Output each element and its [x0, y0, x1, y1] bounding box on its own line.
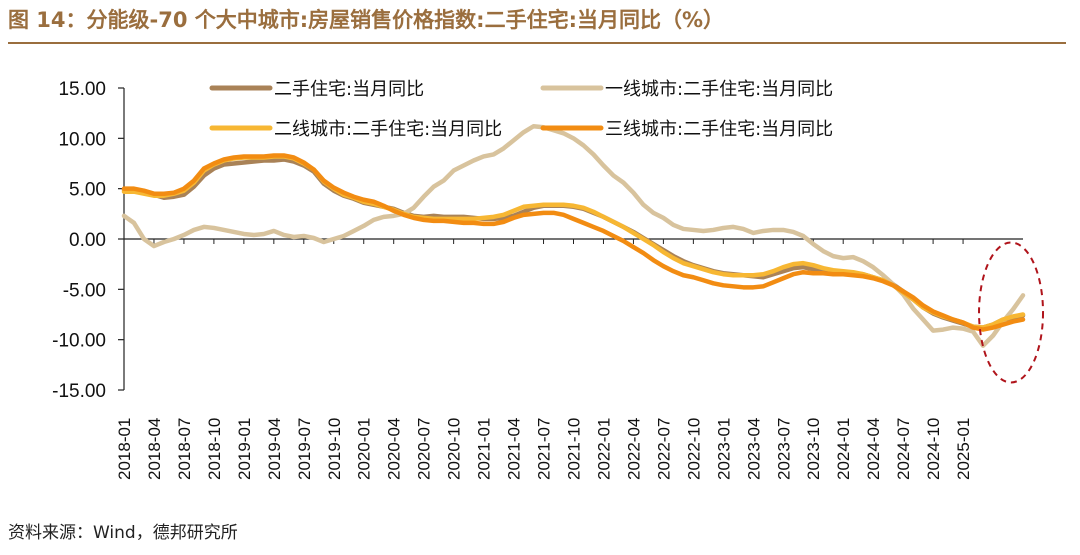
x-tick-label: 2024-10 — [924, 418, 943, 480]
x-tick-label: 2024-04 — [864, 418, 883, 480]
x-tick-label: 2019-07 — [295, 418, 314, 480]
x-tick-label: 2020-04 — [385, 418, 404, 480]
legend-label-3: 二线城市:二手住宅:当月同比 — [274, 119, 502, 140]
x-tick-label: 2024-07 — [894, 418, 913, 480]
series-line-4 — [121, 153, 1026, 332]
x-tick-label: 2022-01 — [594, 418, 613, 480]
x-tick-label: 2021-07 — [535, 418, 554, 480]
title-rule — [8, 42, 1066, 44]
x-tick-label: 2020-07 — [415, 418, 434, 480]
highlight-ellipse — [978, 241, 1045, 384]
x-tick-label: 2021-01 — [475, 418, 494, 480]
legend-label-4: 三线城市:二手住宅:当月同比 — [605, 119, 833, 140]
x-tick-label: 2023-10 — [804, 418, 823, 480]
x-tick-label: 2018-04 — [145, 418, 164, 480]
figure-title: 图 14：分能级-70 个大中城市:房屋销售价格指数:二手住宅:当月同比（%） — [8, 8, 725, 32]
y-tick-label: 5.00 — [69, 180, 106, 201]
x-tick-label: 2023-04 — [744, 418, 763, 480]
x-tick-label: 2023-01 — [714, 418, 733, 480]
y-tick-label: -5.00 — [63, 280, 106, 301]
y-tick-label: 15.00 — [58, 79, 106, 100]
y-tick-label: 10.00 — [58, 129, 106, 150]
x-tick-label: 2022-10 — [684, 418, 703, 480]
chart-annotation — [978, 241, 1045, 384]
x-tick-label: 2025-01 — [954, 418, 973, 480]
x-tick-label: 2018-07 — [175, 418, 194, 480]
source-note: 资料来源：Wind，德邦研究所 — [8, 523, 238, 543]
x-tick-label: 2018-10 — [205, 418, 224, 480]
y-tick-label: 0.00 — [69, 230, 106, 251]
series-line-2 — [121, 124, 1026, 348]
y-tick-label: -10.00 — [52, 331, 106, 352]
x-tick-label: 2024-01 — [834, 418, 853, 480]
x-tick-label: 2022-07 — [654, 418, 673, 480]
x-tick-label: 2019-04 — [265, 418, 284, 480]
x-tick-label: 2019-01 — [235, 418, 254, 480]
x-tick-label: 2018-01 — [115, 418, 134, 480]
y-tick-label: -15.00 — [52, 381, 106, 402]
chart-axes: 15.00 10.00 5.00 0.00 -5.00 -10.00 -15.00 2018-… — [52, 79, 1023, 480]
line-chart: 15.00 10.00 5.00 0.00 -5.00 -10.00 -15.00 2018-… — [52, 79, 1045, 480]
x-tick-label: 2020-10 — [445, 418, 464, 480]
x-tick-label: 2020-01 — [355, 418, 374, 480]
x-tick-label: 2022-04 — [624, 418, 643, 480]
legend-label-2: 一线城市:二手住宅:当月同比 — [605, 79, 833, 100]
x-tick-label: 2021-04 — [505, 418, 524, 480]
legend-label-1: 二手住宅:当月同比 — [274, 79, 424, 100]
x-tick-label: 2021-10 — [565, 418, 584, 480]
x-tick-label: 2023-07 — [774, 418, 793, 480]
chart-series — [121, 124, 1026, 348]
x-tick-label: 2019-10 — [325, 418, 344, 480]
